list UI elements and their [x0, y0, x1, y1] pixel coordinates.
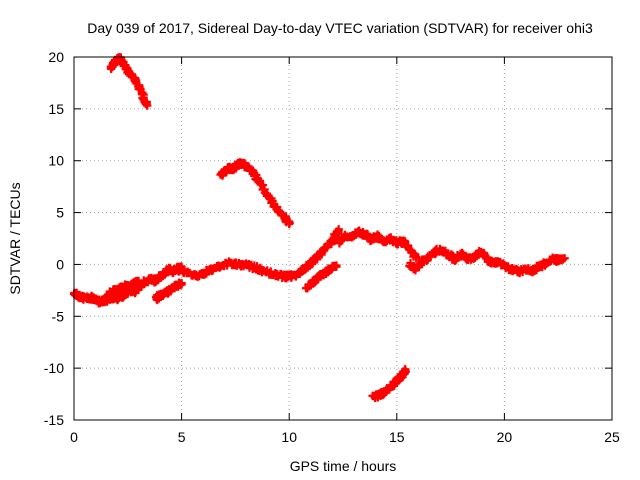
x-axis-label: GPS time / hours	[290, 458, 397, 474]
data-points	[70, 53, 569, 402]
data-series-arc-8	[301, 261, 341, 293]
x-tick-label: 15	[389, 429, 405, 445]
y-tick-label: 0	[56, 256, 64, 272]
tick-labels: 0 5 10 15 20 25 -15 -10 -5 0 5 10 15 20	[44, 49, 620, 445]
ticks	[73, 56, 613, 421]
y-tick-label: 5	[56, 205, 64, 221]
x-tick-label: 0	[70, 429, 78, 445]
x-tick-label: 25	[604, 429, 620, 445]
data-series-arc-3	[368, 365, 410, 402]
y-tick-label: 15	[48, 101, 64, 117]
y-tick-label: -10	[44, 360, 64, 376]
data-series-arc-6	[151, 278, 186, 305]
y-tick-label: 10	[48, 153, 64, 169]
y-axis-label: SDTVAR / TECUs	[7, 182, 23, 294]
data-series-arc-9	[334, 226, 421, 263]
y-tick-label: -15	[44, 412, 64, 428]
data-series-arc-5	[100, 276, 143, 306]
grid-lines	[74, 57, 612, 420]
data-series-arc-2	[216, 158, 294, 229]
data-series-arc-7	[173, 225, 343, 283]
x-tick-label: 20	[497, 429, 513, 445]
x-tick-label: 5	[178, 429, 186, 445]
x-tick-label: 10	[281, 429, 297, 445]
data-series-arc-1	[106, 53, 152, 110]
y-tick-label: 20	[48, 49, 64, 65]
plot-frame	[73, 56, 613, 421]
chart-title: Day 039 of 2017, Sidereal Day-to-day VTE…	[87, 20, 593, 36]
data-series-arc-10	[405, 244, 569, 278]
y-tick-label: -5	[52, 308, 65, 324]
